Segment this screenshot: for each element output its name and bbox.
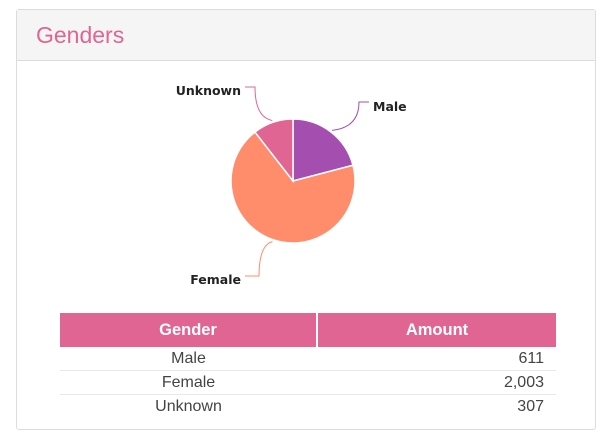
pie-connector-female	[245, 241, 273, 277]
pie-slice-female[interactable]	[230, 130, 356, 244]
header-amount[interactable]: Amount	[317, 313, 556, 347]
gender-cell: Male	[60, 347, 317, 371]
table-header-row: Gender Amount	[60, 313, 556, 347]
gender-cell: Unknown	[155, 397, 222, 415]
gender-table: Gender Amount Male 611 Female 2,003 Unkn…	[60, 313, 556, 418]
table-row: Male 611	[60, 347, 556, 371]
panel-header: Genders	[17, 10, 595, 61]
amount-cell: 307	[517, 397, 544, 415]
gender-pie-chart: Male Female Unknown	[176, 83, 407, 287]
pie-label-male: Male	[373, 99, 407, 114]
table-row: Unknown 307	[60, 395, 556, 419]
pie-label-unknown: Unknown	[176, 83, 241, 98]
pie-connector-unknown	[245, 86, 273, 121]
pie-slice-unknown[interactable]	[253, 118, 294, 184]
table-row: Female 2,003	[60, 370, 556, 395]
panel-title: Genders	[36, 21, 125, 48]
genders-panel: Genders Male Female Unknown Gender Amount …	[16, 9, 596, 430]
pie-connector-male	[332, 101, 369, 131]
pie-label-female: Female	[190, 272, 241, 287]
header-gender[interactable]: Gender	[60, 313, 318, 347]
amount-cell: 611	[317, 347, 556, 371]
amount-cell: 2,003	[317, 370, 556, 395]
pie-slice-male[interactable]	[292, 118, 354, 182]
gender-cell: Female	[60, 370, 317, 395]
